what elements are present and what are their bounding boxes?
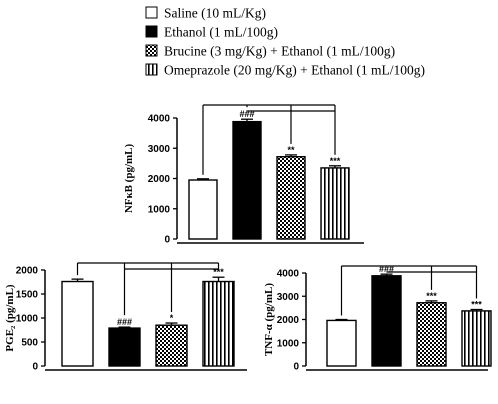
legend-item: Brucine (3 mg/Kg) + Ethanol (1 mL/100g) xyxy=(145,44,395,59)
bar xyxy=(416,302,447,367)
y-tick-label: 0 xyxy=(32,362,38,373)
significance-label: *** xyxy=(471,300,482,310)
y-axis-label: PGE₂ (pg/mL) xyxy=(4,284,16,351)
y-tick-label: 2000 xyxy=(16,266,39,277)
y-tick-label: 0 xyxy=(293,362,299,373)
y-tick-label: 3000 xyxy=(148,144,171,155)
y-tick-label: 2000 xyxy=(148,174,171,185)
y-tick-label: 1500 xyxy=(16,290,39,301)
legend-swatch xyxy=(145,25,158,38)
legend-label: Saline (10 mL/Kg) xyxy=(164,6,266,21)
legend-swatch xyxy=(145,6,158,19)
y-tick-label: 1000 xyxy=(148,204,171,215)
bar xyxy=(155,324,188,367)
bar xyxy=(461,310,492,367)
legend-label: Brucine (3 mg/Kg) + Ethanol (1 mL/100g) xyxy=(164,44,395,59)
significance-label: ** xyxy=(287,145,295,155)
bar xyxy=(202,280,235,367)
legend-swatch xyxy=(145,63,158,76)
legend-item: Omeprazole (20 mg/Kg) + Ethanol (1 mL/10… xyxy=(145,63,425,78)
bar xyxy=(232,120,262,240)
y-axis-label: TNF-α (pg/mL) xyxy=(263,283,275,356)
significance-label: *** xyxy=(213,267,224,277)
legend-label: Omeprazole (20 mg/Kg) + Ethanol (1 mL/10… xyxy=(164,63,425,78)
y-tick-label: 1000 xyxy=(16,314,39,325)
bar xyxy=(371,275,402,367)
bar xyxy=(108,327,141,367)
significance-label: ### xyxy=(379,264,394,274)
bar xyxy=(276,156,306,240)
y-tick-label: 4000 xyxy=(277,269,300,280)
legend-item: Saline (10 mL/Kg) xyxy=(145,6,266,21)
legend-swatch xyxy=(145,44,158,57)
significance-label: ### xyxy=(117,317,132,327)
legend-item: Ethanol (1 mL/100g) xyxy=(145,25,278,40)
y-tick-label: 1000 xyxy=(277,338,300,349)
significance-label: *** xyxy=(330,156,341,166)
y-tick-label: 500 xyxy=(21,338,38,349)
significance-label: * xyxy=(170,313,174,323)
bar xyxy=(326,319,357,367)
y-axis-label: NFκB (pg/mL) xyxy=(123,143,135,213)
legend-label: Ethanol (1 mL/100g) xyxy=(164,25,278,40)
legend: Saline (10 mL/Kg) Ethanol (1 mL/100g) Bruc… xyxy=(145,6,425,78)
y-tick-label: 3000 xyxy=(277,292,300,303)
y-tick-label: 4000 xyxy=(148,114,171,125)
significance-label: *** xyxy=(426,291,437,301)
bar xyxy=(320,167,350,240)
y-tick-label: 2000 xyxy=(277,315,300,326)
y-tick-label: 0 xyxy=(164,235,170,246)
bar xyxy=(188,179,218,240)
bar xyxy=(61,280,94,367)
significance-label: ### xyxy=(239,109,254,119)
